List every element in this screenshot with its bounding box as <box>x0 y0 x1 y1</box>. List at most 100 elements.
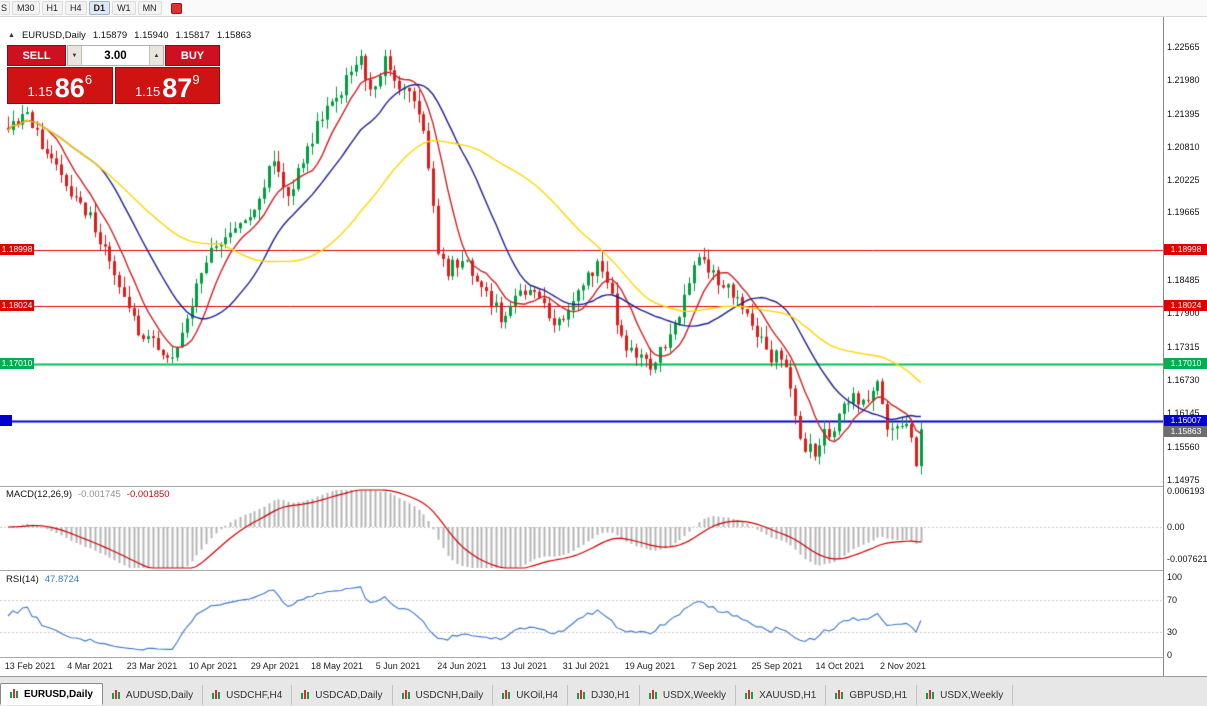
date-axis-label: 31 Jul 2021 <box>562 661 610 671</box>
chart-symbol: EURUSD,Daily <box>21 30 86 41</box>
price-level-badge: 1.18998 <box>1164 244 1207 256</box>
bid-price-button[interactable]: 1.15 86 6 <box>7 67 113 104</box>
bid-price-main: 86 <box>54 72 85 103</box>
tab-label: EURUSD,Daily <box>24 688 93 700</box>
timeframe-button-mn[interactable]: MN <box>137 1 162 15</box>
mini-chart-icon <box>835 690 844 699</box>
price-axis[interactable]: 1.22565 1.21980 1.21395 1.20810 1.20225 1.196… <box>1163 16 1207 676</box>
buy-button[interactable]: BUY <box>165 45 220 66</box>
alert-icon[interactable] <box>170 2 182 14</box>
current-price-badge: 1.15863 <box>1164 426 1207 438</box>
price-axis-label: 1.15560 <box>1167 441 1200 452</box>
chart-tab-bar: EURUSD,Daily AUDUSD,Daily USDCHF,H4 USDCAD,… <box>0 676 1207 706</box>
price-axis-label: 1.20225 <box>1167 175 1200 186</box>
price-axis-label: 1.20810 <box>1167 142 1200 153</box>
date-axis-label: 23 Mar 2021 <box>126 661 178 671</box>
timeframe-button-h1[interactable]: H1 <box>41 1 64 15</box>
chart-tab-usdcad-daily[interactable]: USDCAD,Daily <box>292 685 393 705</box>
price-chart-canvas[interactable] <box>0 16 1163 658</box>
chart-tab-usdchf-h4[interactable]: USDCHF,H4 <box>203 685 293 705</box>
timeframe-button-w1[interactable]: W1 <box>112 1 136 15</box>
rsi-axis-label: 70 <box>1167 595 1178 606</box>
price-axis-label: 1.19665 <box>1167 207 1200 218</box>
price-axis-label: 1.21980 <box>1167 75 1200 86</box>
tab-label: USDX,Weekly <box>940 689 1004 701</box>
price-axis-label: 1.16145 <box>1167 408 1200 419</box>
mini-chart-icon <box>301 690 310 699</box>
date-axis-label: 2 Nov 2021 <box>879 661 927 671</box>
chart-tab-usdcnh-daily[interactable]: USDCNH,Daily <box>393 685 494 705</box>
rsi-label-row: RSI(14) 47.8724 <box>6 574 79 585</box>
rsi-axis-label: 100 <box>1167 572 1183 582</box>
tab-label: GBPUSD,H1 <box>849 689 908 701</box>
timeframe-button-h4[interactable]: H4 <box>65 1 87 15</box>
bid-price-pip: 6 <box>84 72 93 87</box>
price-axis-label: 1.17900 <box>1167 308 1200 319</box>
date-axis-label: 25 Sep 2021 <box>751 661 803 671</box>
timeframe-button-d1[interactable]: D1 <box>88 1 111 15</box>
timeframe-button-m30[interactable]: M30 <box>12 1 40 15</box>
macd-axis-label: 0.00 <box>1167 522 1185 532</box>
volume-input[interactable]: 3.00 <box>104 49 127 62</box>
price-level-badge: 1.16007 <box>1164 415 1207 427</box>
timeframe-button-partial[interactable]: S <box>0 1 10 15</box>
tab-label: UKOil,H4 <box>516 689 558 701</box>
price-level-badge: 1.17010 <box>1164 357 1207 369</box>
volume-increase-button[interactable]: ▲ <box>149 46 163 65</box>
ohlc-close: 1.15863 <box>216 30 252 41</box>
one-click-trade-panel: SELL ▼ 3.00 ▲ BUY 1.15 86 6 1.15 87 9 <box>7 45 220 104</box>
price-axis-label: 1.18485 <box>1167 274 1200 285</box>
chart-tab-gbpusd-h1[interactable]: GBPUSD,H1 <box>826 685 918 705</box>
date-axis-label: 24 Jun 2021 <box>437 661 487 671</box>
rsi-panel-separator[interactable] <box>0 570 1207 571</box>
mini-chart-icon <box>745 690 754 699</box>
tab-label: USDCAD,Daily <box>315 689 383 701</box>
date-axis-label: 7 Sep 2021 <box>690 661 738 671</box>
date-axis-label: 19 Aug 2021 <box>624 661 676 671</box>
tab-label: USDCNH,Daily <box>415 689 484 701</box>
chart-header: ▲ EURUSD,Daily 1.15879 1.15940 1.15817 1… <box>8 30 251 41</box>
rsi-value: 47.8724 <box>44 574 80 585</box>
tab-label: XAUUSD,H1 <box>759 689 817 701</box>
chart-tab-usdx-weekly[interactable]: USDX,Weekly <box>640 685 737 705</box>
tab-label: DJ30,H1 <box>590 689 630 701</box>
mini-chart-icon <box>212 690 221 699</box>
ohlc-low: 1.15817 <box>175 30 210 41</box>
mini-chart-icon <box>576 690 585 699</box>
sell-button[interactable]: SELL <box>7 45 66 66</box>
volume-decrease-button[interactable]: ▼ <box>68 46 82 65</box>
ohlc-high: 1.15940 <box>134 30 169 41</box>
chart-tab-xauusd-h1[interactable]: XAUUSD,H1 <box>736 685 827 705</box>
ask-price-button[interactable]: 1.15 87 9 <box>114 67 220 104</box>
chart-tab-dj30-h1[interactable]: DJ30,H1 <box>568 685 640 705</box>
timeframe-toolbar: S M30 H1 H4 D1 W1 MN <box>0 0 1207 17</box>
price-axis-label: 1.14975 <box>1167 475 1200 485</box>
time-axis[interactable]: 13 Feb 2021 4 Mar 2021 23 Mar 2021 10 Apr 2… <box>0 658 1163 676</box>
date-axis-label: 29 Apr 2021 <box>250 661 300 671</box>
rsi-axis-label: 0 <box>1167 650 1173 660</box>
ask-price-main: 87 <box>162 72 193 103</box>
ohlc-open: 1.15879 <box>92 30 128 41</box>
date-axis-label: 13 Feb 2021 <box>4 661 56 671</box>
macd-main-value: -0.001745 <box>78 489 121 500</box>
chart-tab-audusd-daily[interactable]: AUDUSD,Daily <box>103 685 204 705</box>
volume-control: ▼ 3.00 ▲ <box>67 45 164 66</box>
chart-tab-usdx-weekly[interactable]: USDX,Weekly <box>917 685 1014 705</box>
macd-signal-value: -0.001850 <box>126 489 170 500</box>
mini-chart-icon <box>926 690 935 699</box>
timeframe-buttons: M30 H1 H4 D1 W1 MN <box>11 1 163 15</box>
date-axis-label: 4 Mar 2021 <box>67 661 113 671</box>
mini-chart-icon <box>111 690 120 699</box>
macd-indicator-label: MACD(12,26,9) <box>6 489 72 500</box>
ask-price-pip: 9 <box>192 72 200 87</box>
tab-label: USDCHF,H4 <box>226 689 283 701</box>
price-axis-label: 1.22565 <box>1167 42 1200 52</box>
macd-panel-separator[interactable] <box>0 486 1207 487</box>
chart-tab-ukoil-h4[interactable]: UKOil,H4 <box>493 685 568 705</box>
chart-tab-eurusd-daily[interactable]: EURUSD,Daily <box>0 683 103 705</box>
rsi-indicator-label: RSI(14) <box>6 574 39 585</box>
macd-axis-label: 0.006193 <box>1167 486 1205 497</box>
date-axis-label: 13 Jul 2021 <box>500 661 548 671</box>
price-axis-label: 1.16730 <box>1167 374 1200 385</box>
